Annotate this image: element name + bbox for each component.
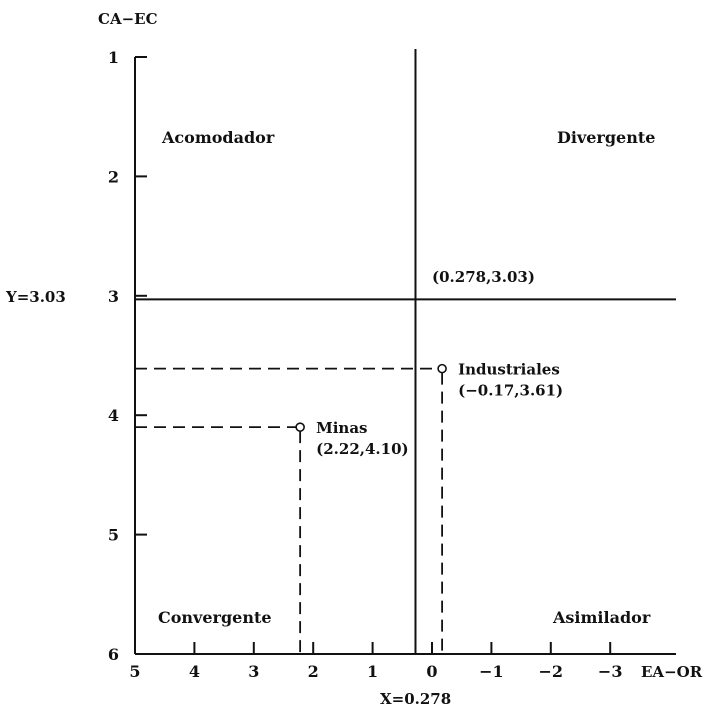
y-tick-label: 3: [108, 287, 119, 306]
point-coord-label: (2.22,4.10): [316, 440, 408, 458]
x-tick-label: 4: [189, 662, 200, 681]
quadrant-top-right: Divergente: [557, 128, 655, 147]
x-tick-label: 2: [308, 662, 319, 681]
point-name-label: Industriales: [458, 361, 560, 379]
quadrant-top-left: Acomodador: [161, 128, 275, 147]
point-name-label: Minas: [316, 419, 367, 437]
y-tick-label: 1: [108, 48, 119, 67]
reference-x-label: X=0.278: [380, 690, 451, 708]
x-tick-label: −2: [539, 662, 564, 681]
y-tick-label: 5: [108, 526, 119, 545]
x-axis-label: EA−OR: [641, 663, 703, 681]
data-point: [295, 422, 305, 432]
x-tick-label: −1: [479, 662, 504, 681]
x-tick-label: −3: [598, 662, 623, 681]
point-coord-label: (−0.17,3.61): [458, 382, 563, 400]
x-tick-label: 3: [248, 662, 259, 681]
x-tick-label: 5: [129, 662, 140, 681]
origin-label: (0.278,3.03): [432, 268, 535, 286]
y-tick-label: 2: [108, 167, 119, 186]
y-tick-label: 6: [108, 645, 119, 664]
x-tick-label: 0: [426, 662, 437, 681]
y-tick-label: 4: [108, 406, 119, 425]
quadrant-bottom-left: Convergente: [158, 608, 272, 627]
x-tick-label: 1: [367, 662, 378, 681]
reference-y-label: Y=3.03: [5, 288, 66, 306]
y-axis-label: CA−EC: [98, 10, 158, 28]
quadrant-bottom-right: Asimilador: [552, 608, 651, 627]
data-point: [437, 363, 447, 374]
